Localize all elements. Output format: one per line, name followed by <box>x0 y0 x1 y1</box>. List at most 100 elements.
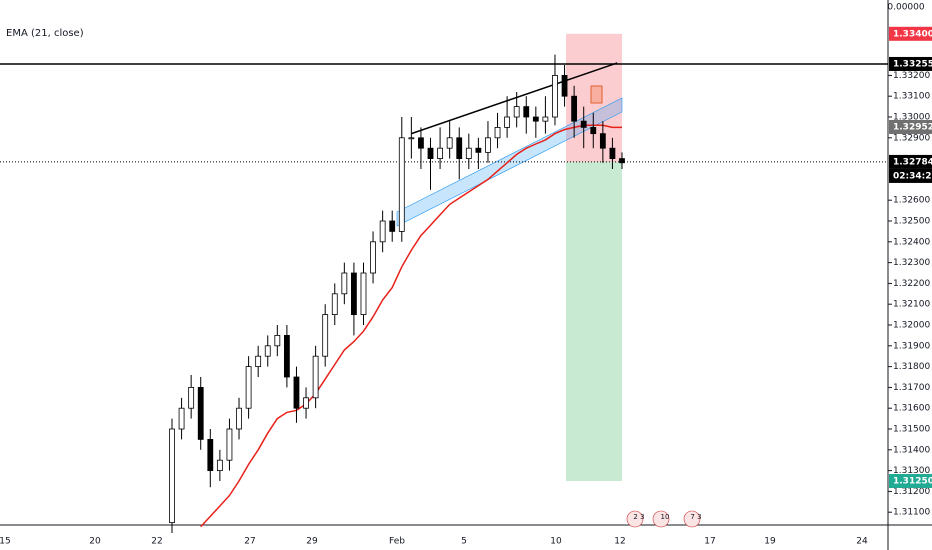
x-tick-label: 12 <box>614 537 625 547</box>
x-tick-label: 5 <box>461 537 467 547</box>
candle-body <box>494 127 501 139</box>
x-tick-label: Feb <box>389 537 405 547</box>
candle-body <box>322 314 329 357</box>
candle-body <box>485 137 491 153</box>
candle-body <box>312 355 319 399</box>
candle-body <box>226 428 233 461</box>
y-tick-label: 1.32500 <box>893 217 930 227</box>
y-tick-label: 1.31500 <box>893 425 930 435</box>
y-tick-label: 1.32000 <box>893 321 930 331</box>
candle-body <box>561 75 568 97</box>
countdown-label: 02:34:29 <box>893 171 932 181</box>
y-tick-label: 1.31200 <box>893 487 930 497</box>
event-label: 7 3 <box>690 513 701 521</box>
event-label: 10 <box>661 513 670 521</box>
candle-body <box>542 116 549 122</box>
candle-body <box>599 133 606 149</box>
y-tick-label: 1.32400 <box>893 237 930 247</box>
candle-body <box>236 407 242 430</box>
candle-body <box>245 366 252 409</box>
candle-body <box>446 137 453 149</box>
y-tick-label: 1.32600 <box>893 196 930 206</box>
countdown-tag <box>889 168 932 183</box>
candle-body <box>609 147 616 160</box>
candle-body <box>456 137 463 160</box>
marker-box <box>590 85 603 104</box>
event-icon <box>626 510 644 528</box>
y-tick-label: 1.31300 <box>893 466 930 476</box>
price-tag <box>889 154 932 169</box>
candle-body <box>398 137 405 232</box>
candle-body <box>207 439 214 472</box>
candle-body <box>619 158 625 164</box>
candle-body <box>437 147 443 160</box>
y-tick-label: 1.31700 <box>893 383 930 393</box>
price-tag <box>889 474 932 489</box>
y-tick-label: 1.32900 <box>893 133 930 143</box>
candle-body <box>197 387 204 440</box>
candle-body <box>360 272 367 316</box>
x-tick-label: 29 <box>306 537 318 547</box>
y-tick-label: 1.31600 <box>893 404 930 414</box>
candle-body <box>475 147 482 153</box>
event-icon <box>683 510 701 528</box>
x-tick-label: 22 <box>151 537 162 547</box>
y-tick-label: 1.31800 <box>893 362 930 372</box>
y-tick-label: 1.32100 <box>893 300 930 310</box>
price-tag-label: 1.32952 <box>893 122 932 132</box>
price-tag-label: 1.33255 <box>893 59 932 69</box>
price-tag-label: 1.31250 <box>893 477 932 487</box>
price-tag <box>889 26 932 41</box>
candle-body <box>293 376 300 409</box>
event-label: 2 3 <box>633 513 644 521</box>
x-tick-label: 10 <box>550 537 562 547</box>
y-tick-label: 1.32200 <box>893 279 930 289</box>
candle-body <box>283 335 290 378</box>
y-tick-label: 1.31900 <box>893 341 930 351</box>
y-tick-label: 1.33200 <box>893 71 930 81</box>
candle-body <box>523 106 530 118</box>
candle-body <box>571 95 578 122</box>
candle-body <box>351 272 357 316</box>
candle-body <box>370 241 376 274</box>
ema-line <box>200 124 622 528</box>
x-tick-label: 24 <box>856 537 868 547</box>
target-zone <box>566 161 622 482</box>
x-tick-label: 15 <box>0 537 11 547</box>
candle-body <box>188 387 195 409</box>
x-tick-label: 20 <box>89 537 101 547</box>
candle-body <box>513 106 520 118</box>
candle-body <box>216 459 223 472</box>
y-tick-label: 1.33100 <box>893 92 930 102</box>
candle-body <box>255 355 262 368</box>
x-tick-label: 27 <box>244 537 255 547</box>
event-icon <box>652 510 670 528</box>
candle-body <box>580 120 587 128</box>
candle-body <box>465 147 472 160</box>
trendline <box>411 62 618 135</box>
indicator-label: EMA (21, close) <box>6 28 84 39</box>
candle-body <box>552 75 558 118</box>
candle-body <box>379 220 386 243</box>
candle-body <box>331 293 338 316</box>
price-tag <box>889 56 932 71</box>
candle-body <box>341 272 348 295</box>
y-tick-label: 1.31400 <box>893 445 930 455</box>
x-tick-label: 19 <box>764 537 776 547</box>
y-tick-label: 1.33000 <box>893 113 930 123</box>
candle-body <box>408 137 415 140</box>
price-tag <box>889 119 932 134</box>
top-label: 0.00000 <box>887 3 924 13</box>
candle-body <box>264 345 271 357</box>
y-tick-label: 1.31100 <box>893 508 930 518</box>
y-tick-label: 1.32300 <box>893 258 930 268</box>
candle-body <box>389 220 396 232</box>
candle-body <box>418 137 424 149</box>
candle-body <box>274 335 281 347</box>
price-tag-label: 1.33400 <box>893 29 932 39</box>
candle-body <box>169 428 175 524</box>
candle-body <box>532 116 539 122</box>
price-tag-label: 1.32784 <box>893 157 932 167</box>
